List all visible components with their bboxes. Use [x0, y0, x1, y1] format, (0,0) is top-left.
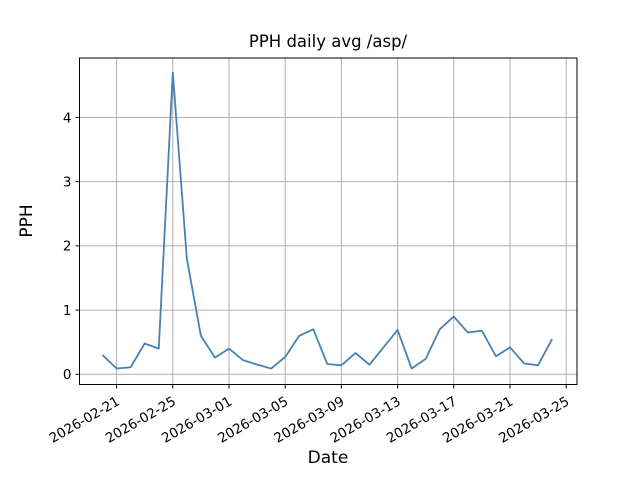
plot-line: [101, 71, 553, 370]
axis-tick-labels: 2026-02-212026-02-252026-03-012026-03-05…: [47, 110, 573, 446]
y-tick-label: 3: [63, 174, 72, 190]
y-tick-label: 2: [63, 239, 72, 255]
plot-border: [79, 57, 578, 385]
y-tick-label: 4: [63, 110, 72, 126]
y-axis-label: PPH: [17, 204, 37, 237]
chart-title: PPH daily avg /asp/: [249, 32, 408, 51]
axes-spines: [79, 57, 578, 385]
y-tick-label: 0: [63, 367, 72, 383]
pph-series-line: [101, 71, 553, 370]
y-tick-label: 1: [63, 303, 72, 319]
axis-ticks: [75, 116, 567, 389]
x-axis-label: Date: [308, 448, 349, 468]
gridlines: [79, 58, 577, 385]
